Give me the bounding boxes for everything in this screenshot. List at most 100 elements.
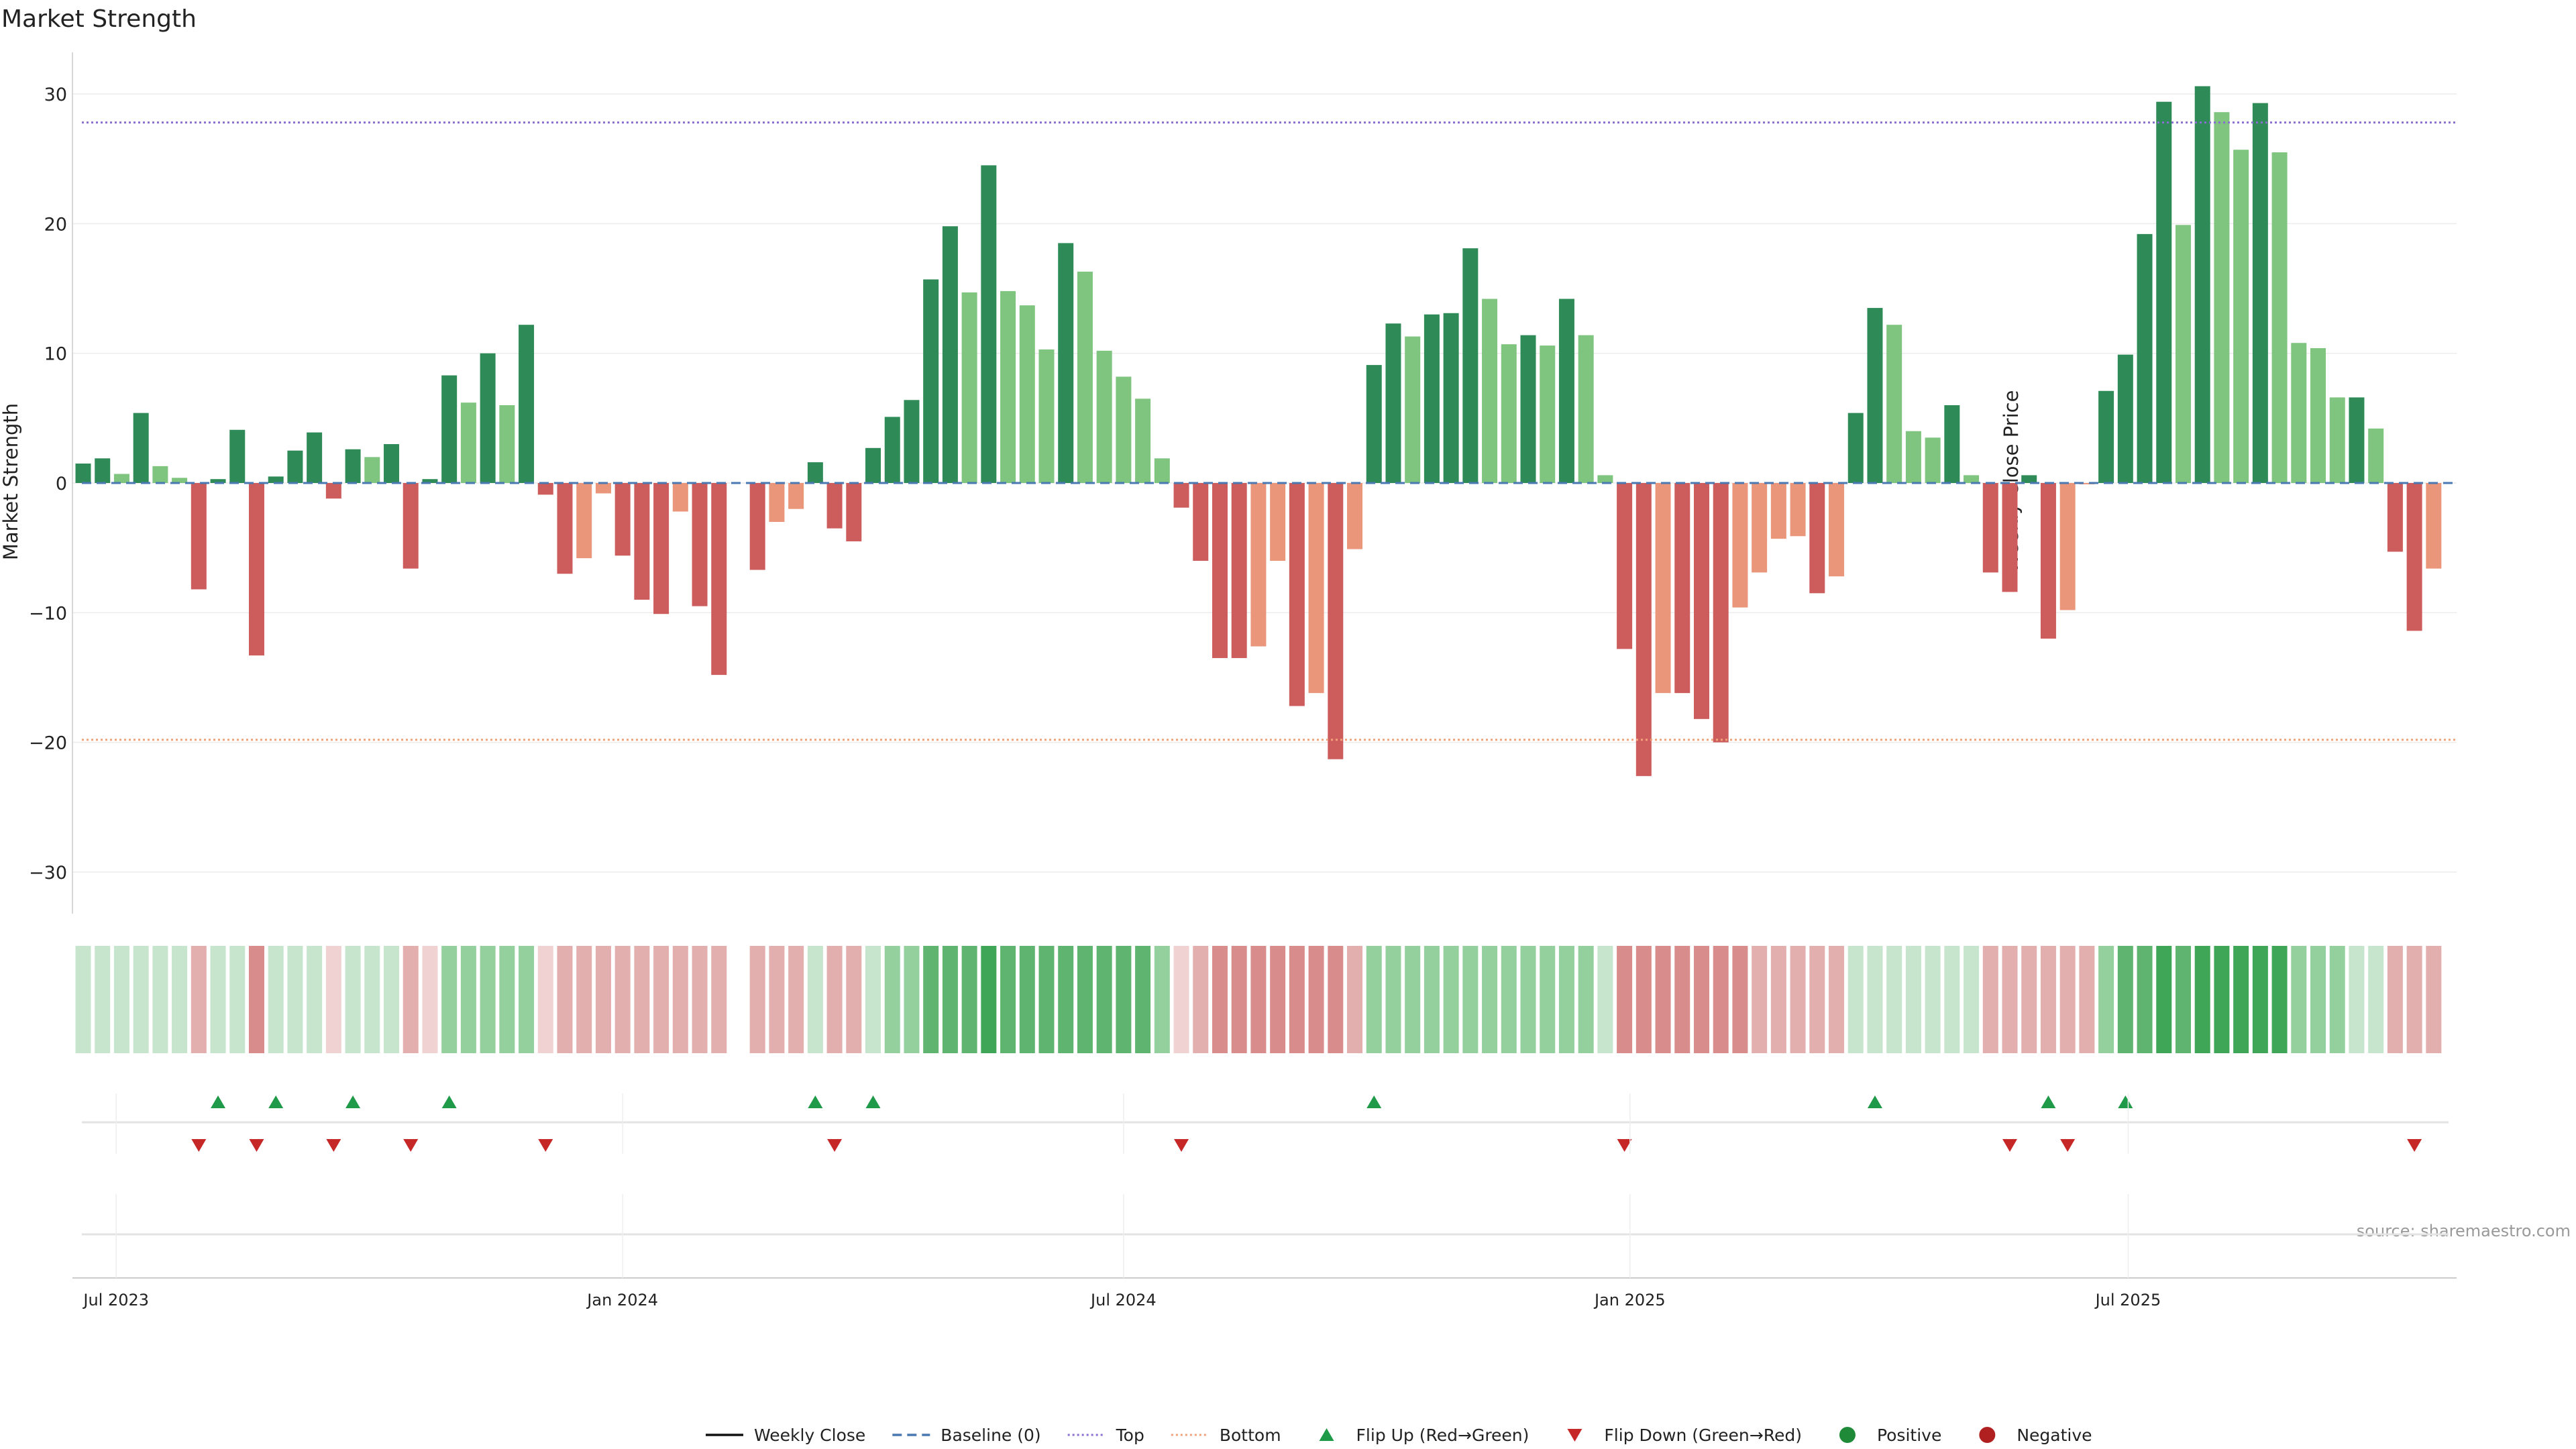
chart-title: Market Strength	[1, 5, 197, 33]
strength-bar	[2406, 483, 2422, 631]
heat-tile	[1847, 946, 1864, 1053]
heat-tile	[2021, 946, 2037, 1053]
strength-bar	[1905, 431, 1921, 483]
y-left-tick-label: −10	[29, 603, 67, 624]
heat-tile	[1982, 946, 1998, 1053]
heat-tile	[1770, 946, 1786, 1053]
heat-tile	[1905, 946, 1921, 1053]
heat-tile	[2040, 946, 2056, 1053]
strength-bar	[2426, 483, 2442, 569]
heat-tile	[1308, 946, 1324, 1053]
strength-bar	[614, 483, 631, 556]
strength-bar	[422, 479, 438, 483]
heat-tile	[807, 946, 823, 1053]
strength-bar	[152, 466, 168, 483]
strength-bar	[229, 429, 246, 483]
strength-bar	[364, 457, 380, 483]
flip-down-marker	[2407, 1139, 2422, 1152]
strength-bar	[133, 413, 149, 483]
heat-tile	[1693, 946, 1709, 1053]
heat-tile	[2002, 946, 2018, 1053]
heat-tile	[1501, 946, 1517, 1053]
strength-bar	[1540, 345, 1556, 483]
strength-bar	[2214, 112, 2230, 484]
strength-bar	[2040, 483, 2056, 639]
strength-bar	[1000, 290, 1016, 483]
heat-tile	[614, 946, 631, 1053]
flip-down-marker	[191, 1139, 207, 1152]
strength-bar	[2271, 152, 2288, 483]
legend-swatch-circle	[1839, 1427, 1856, 1443]
heat-tile	[942, 946, 958, 1053]
strength-bar	[595, 483, 611, 494]
strength-bar	[75, 464, 91, 483]
heat-tile	[1328, 946, 1344, 1053]
strength-bar	[634, 483, 650, 600]
heat-tile	[1000, 946, 1016, 1053]
flip-up-marker	[268, 1095, 284, 1108]
strength-bar	[1752, 483, 1768, 573]
heat-tile	[1635, 946, 1652, 1053]
heat-tile	[1173, 946, 1189, 1053]
heat-tile	[1347, 946, 1363, 1053]
strength-bar	[1886, 325, 1902, 483]
y-left-tick-label: 10	[44, 344, 67, 365]
heat-tile	[826, 946, 843, 1053]
y-left-tick-label: 30	[44, 85, 67, 105]
strength-bar	[942, 226, 958, 483]
strength-bar	[2002, 483, 2018, 592]
heat-tile	[923, 946, 939, 1053]
heat-tile	[2310, 946, 2326, 1053]
strength-bar	[576, 483, 592, 559]
heat-tile	[1366, 946, 1382, 1053]
legend: Weekly Close Baseline (0) Top Bottom Flip Up…	[706, 1426, 2092, 1445]
strength-bar	[325, 483, 341, 499]
strength-bar	[1212, 483, 1228, 658]
heat-tile	[1925, 946, 1941, 1053]
strength-bar	[1713, 483, 1729, 743]
flip-down-marker	[403, 1139, 419, 1152]
heat-tile	[1540, 946, 1556, 1053]
heat-tile	[2406, 946, 2422, 1053]
heat-tile	[2233, 946, 2249, 1053]
heat-tile	[788, 946, 804, 1053]
heat-tile	[152, 946, 168, 1053]
strength-bar	[826, 483, 843, 529]
strength-bar	[1809, 483, 1825, 594]
strength-bar	[345, 449, 361, 483]
flip-up-marker	[808, 1095, 823, 1108]
strength-bar	[2175, 225, 2191, 483]
strength-bar	[2117, 354, 2133, 483]
strength-bar	[2194, 86, 2210, 483]
strength-bar	[769, 483, 785, 522]
heat-tile	[2349, 946, 2365, 1053]
strength-bar	[172, 478, 188, 483]
strength-bar	[711, 483, 727, 676]
strength-bar	[884, 417, 900, 483]
heat-tile	[1597, 946, 1613, 1053]
strength-bar	[1366, 365, 1382, 483]
strength-bar	[1732, 483, 1748, 608]
strength-bar	[1770, 483, 1786, 539]
heat-tile	[1154, 946, 1170, 1053]
heat-tile	[1578, 946, 1594, 1053]
heat-tile	[133, 946, 149, 1053]
flip-down-marker	[1617, 1139, 1632, 1152]
heat-tile	[1405, 946, 1421, 1053]
strength-bar	[2310, 347, 2326, 483]
heat-tile	[1424, 946, 1440, 1053]
flip-up-marker	[1366, 1095, 1382, 1108]
strength-bar	[557, 483, 573, 574]
strength-bar	[210, 479, 226, 483]
flip-up-marker	[865, 1095, 881, 1108]
strength-bar	[749, 483, 765, 570]
legend-item: Flip Up (Red→Green)	[1319, 1426, 1529, 1445]
heat-tile	[1944, 946, 1960, 1053]
flip-up-marker	[345, 1095, 361, 1108]
legend-label: Weekly Close	[754, 1426, 865, 1445]
legend-item: Bottom	[1171, 1426, 1281, 1445]
heat-tile	[2194, 946, 2210, 1053]
legend-item: Negative	[1979, 1426, 2092, 1445]
strength-bar	[1270, 483, 1286, 561]
strength-bar	[1231, 483, 1247, 658]
